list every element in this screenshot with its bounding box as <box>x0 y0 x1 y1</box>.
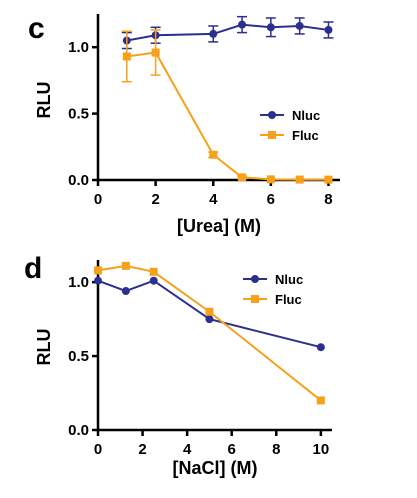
panel-c-x-tick-label: 4 <box>209 191 218 208</box>
panel-d-y-axis-title: RLU <box>34 329 54 366</box>
panel-d-x-axis-title: [NaCl] (M) <box>173 458 258 478</box>
panel-c-x-tick-label: 8 <box>324 191 332 208</box>
chart-panel-d: 0.0 0.5 1.0 0 2 4 6 8 10 [NaCl] (M) RLU Nluc Fluc <box>34 260 332 478</box>
panel-c-series-fluc-point <box>151 48 160 57</box>
panel-c-series-nluc-point <box>295 21 304 30</box>
panel-c-series-nluc-point <box>324 25 333 34</box>
panel-c-legend-nluc-label: Nluc <box>292 108 320 123</box>
panel-d-x-tick-label: 0 <box>94 441 102 458</box>
panel-d-legend-nluc-marker <box>251 275 259 283</box>
panel-c-series-fluc-point <box>238 173 247 182</box>
panel-d-series-nluc-point <box>94 276 102 285</box>
panel-c-series-fluc-point <box>209 150 218 159</box>
panel-c-y-tick-label: 0.0 <box>68 172 89 189</box>
panel-d-series-fluc-point <box>149 267 158 276</box>
panel-label-d: d <box>24 252 42 285</box>
chart-panel-c: 0.0 0.5 1.0 0 2 4 6 8 [Urea] (M) RLU Nluc Fluc <box>34 14 340 236</box>
panel-c-x-tick-label: 2 <box>151 191 159 208</box>
panel-d-series-nluc-point <box>121 287 130 296</box>
panel-d-series-fluc-point <box>121 261 130 270</box>
panel-c-series-fluc-point <box>295 175 304 184</box>
panel-d-series-fluc-point <box>94 266 102 275</box>
panel-c-legend-nluc-marker <box>268 111 276 119</box>
panel-d-x-tick-label: 8 <box>272 441 280 458</box>
panel-c-y-tick-label: 0.5 <box>68 106 89 123</box>
panel-c-series-fluc-point <box>266 175 275 184</box>
panel-c-legend-fluc-label: Fluc <box>292 128 319 143</box>
panel-d-legend-fluc-marker <box>251 295 259 303</box>
panel-c-x-tick-label: 0 <box>94 191 102 208</box>
panel-d-series-fluc-point <box>205 307 214 316</box>
panel-d-series-fluc-point <box>316 396 325 405</box>
panel-d-series-nluc-point <box>149 276 158 285</box>
panel-c-legend-fluc-marker <box>268 131 276 139</box>
panel-c-x-axis-title: [Urea] (M) <box>177 216 261 236</box>
panel-c-x-tick-label: 6 <box>267 191 275 208</box>
panel-c-series-nluc-point <box>238 20 247 29</box>
panel-d-legend-fluc-label: Fluc <box>275 292 302 307</box>
panel-d-series-nluc-point <box>205 315 214 324</box>
panel-c-series-nluc-point <box>209 29 218 38</box>
panel-d-x-tick-label: 4 <box>183 441 192 458</box>
panel-c-series-nluc-point <box>266 23 275 32</box>
panel-c-series-fluc-point <box>324 175 333 184</box>
panel-c-y-axis-title: RLU <box>34 82 54 119</box>
panel-d-y-tick-label: 1.0 <box>68 274 89 291</box>
panel-d-series-nluc-point <box>316 343 325 352</box>
panel-label-c: c <box>28 12 45 45</box>
panel-d-y-tick-label: 0.5 <box>68 348 89 365</box>
panel-d-x-tick-label: 6 <box>228 441 236 458</box>
panel-d-legend-nluc-label: Nluc <box>275 272 303 287</box>
panel-c-y-tick-label: 1.0 <box>68 39 89 56</box>
panel-d-x-tick-label: 10 <box>313 441 330 458</box>
panel-c-series-fluc-point <box>122 52 131 61</box>
panel-d-x-tick-label: 2 <box>138 441 146 458</box>
panel-d-y-tick-label: 0.0 <box>68 422 89 439</box>
